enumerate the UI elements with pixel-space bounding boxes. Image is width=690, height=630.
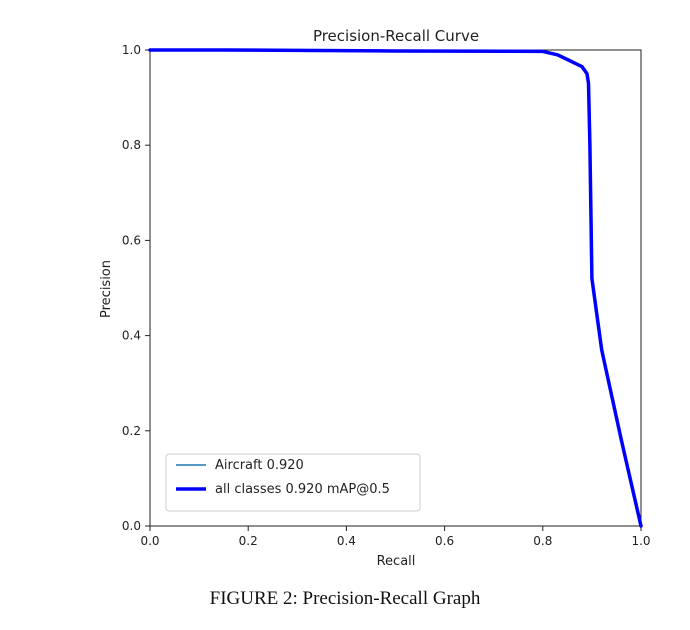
y-tick-label: 0.4 bbox=[122, 329, 141, 343]
x-tick-label: 0.6 bbox=[435, 534, 454, 548]
chart-title: Precision-Recall Curve bbox=[313, 27, 479, 45]
series-layer bbox=[148, 48, 643, 528]
x-axis-label: Recall bbox=[377, 554, 416, 569]
series-line-all-classes bbox=[148, 48, 643, 528]
x-axis-ticks: 0.0 0.2 0.4 0.6 0.8 1.0 bbox=[140, 526, 651, 548]
legend-label-aircraft: Aircraft 0.920 bbox=[215, 458, 304, 473]
y-tick-label: 0.8 bbox=[122, 138, 141, 152]
x-tick-label: 1.0 bbox=[631, 534, 650, 548]
y-tick-label: 0.6 bbox=[122, 233, 141, 247]
x-tick-label: 0.2 bbox=[239, 534, 258, 548]
y-tick-label: 0.0 bbox=[122, 519, 141, 533]
x-tick-label: 0.8 bbox=[533, 534, 552, 548]
y-tick-label: 1.0 bbox=[122, 43, 141, 57]
y-axis-ticks: 0.0 0.2 0.4 0.6 0.8 1.0 bbox=[122, 43, 150, 533]
legend-box bbox=[165, 453, 421, 512]
x-tick-label: 0.4 bbox=[337, 534, 356, 548]
legend-label-all-classes: all classes 0.920 mAP@0.5 bbox=[215, 482, 390, 497]
figure-caption: FIGURE 2: Precision-Recall Graph bbox=[209, 588, 481, 609]
x-tick-label: 0.0 bbox=[140, 534, 159, 548]
legend: Aircraft 0.920 all classes 0.920 mAP@0.5 bbox=[165, 453, 421, 512]
y-axis-label: Precision bbox=[99, 260, 114, 318]
y-tick-label: 0.2 bbox=[122, 424, 141, 438]
